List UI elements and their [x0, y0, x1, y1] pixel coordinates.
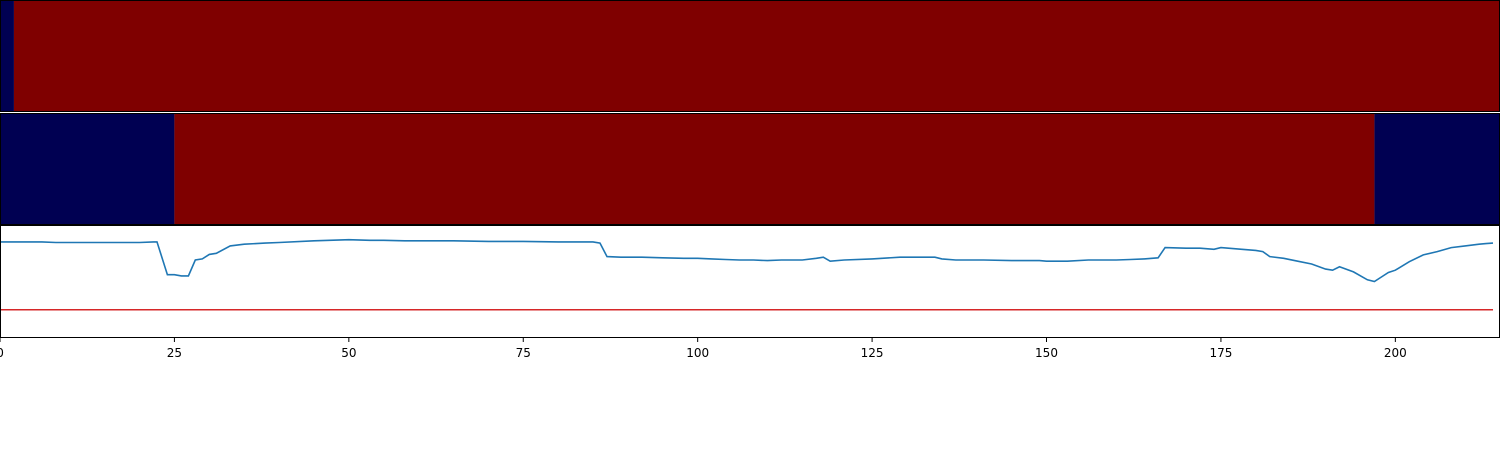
x-tick-label: 0 — [0, 346, 4, 360]
x-tick-label: 175 — [1209, 346, 1232, 360]
x-tick-label: 75 — [516, 346, 531, 360]
heatmap-segment — [0, 113, 175, 225]
x-axis: 0 25 50 75 100 125 150 175 200 — [0, 338, 1407, 360]
heatmap-segment — [1374, 113, 1500, 225]
heatmap-segment — [0, 0, 14, 112]
signal-line — [0, 238, 1494, 283]
x-tick-label: 125 — [861, 346, 884, 360]
x-tick-label: 50 — [341, 346, 356, 360]
x-tick-label: 25 — [167, 346, 182, 360]
x-tick-label: 100 — [686, 346, 709, 360]
signal-panel-background — [0, 225, 1500, 338]
heatmap-segment — [174, 113, 1375, 225]
state-heatmap-top — [0, 0, 1500, 112]
x-tick-label: 200 — [1384, 346, 1407, 360]
heatmap-segment — [13, 0, 1500, 112]
state-heatmap-middle — [0, 113, 1500, 225]
x-tick-label: 150 — [1035, 346, 1058, 360]
signal-line-panel — [0, 225, 1500, 338]
